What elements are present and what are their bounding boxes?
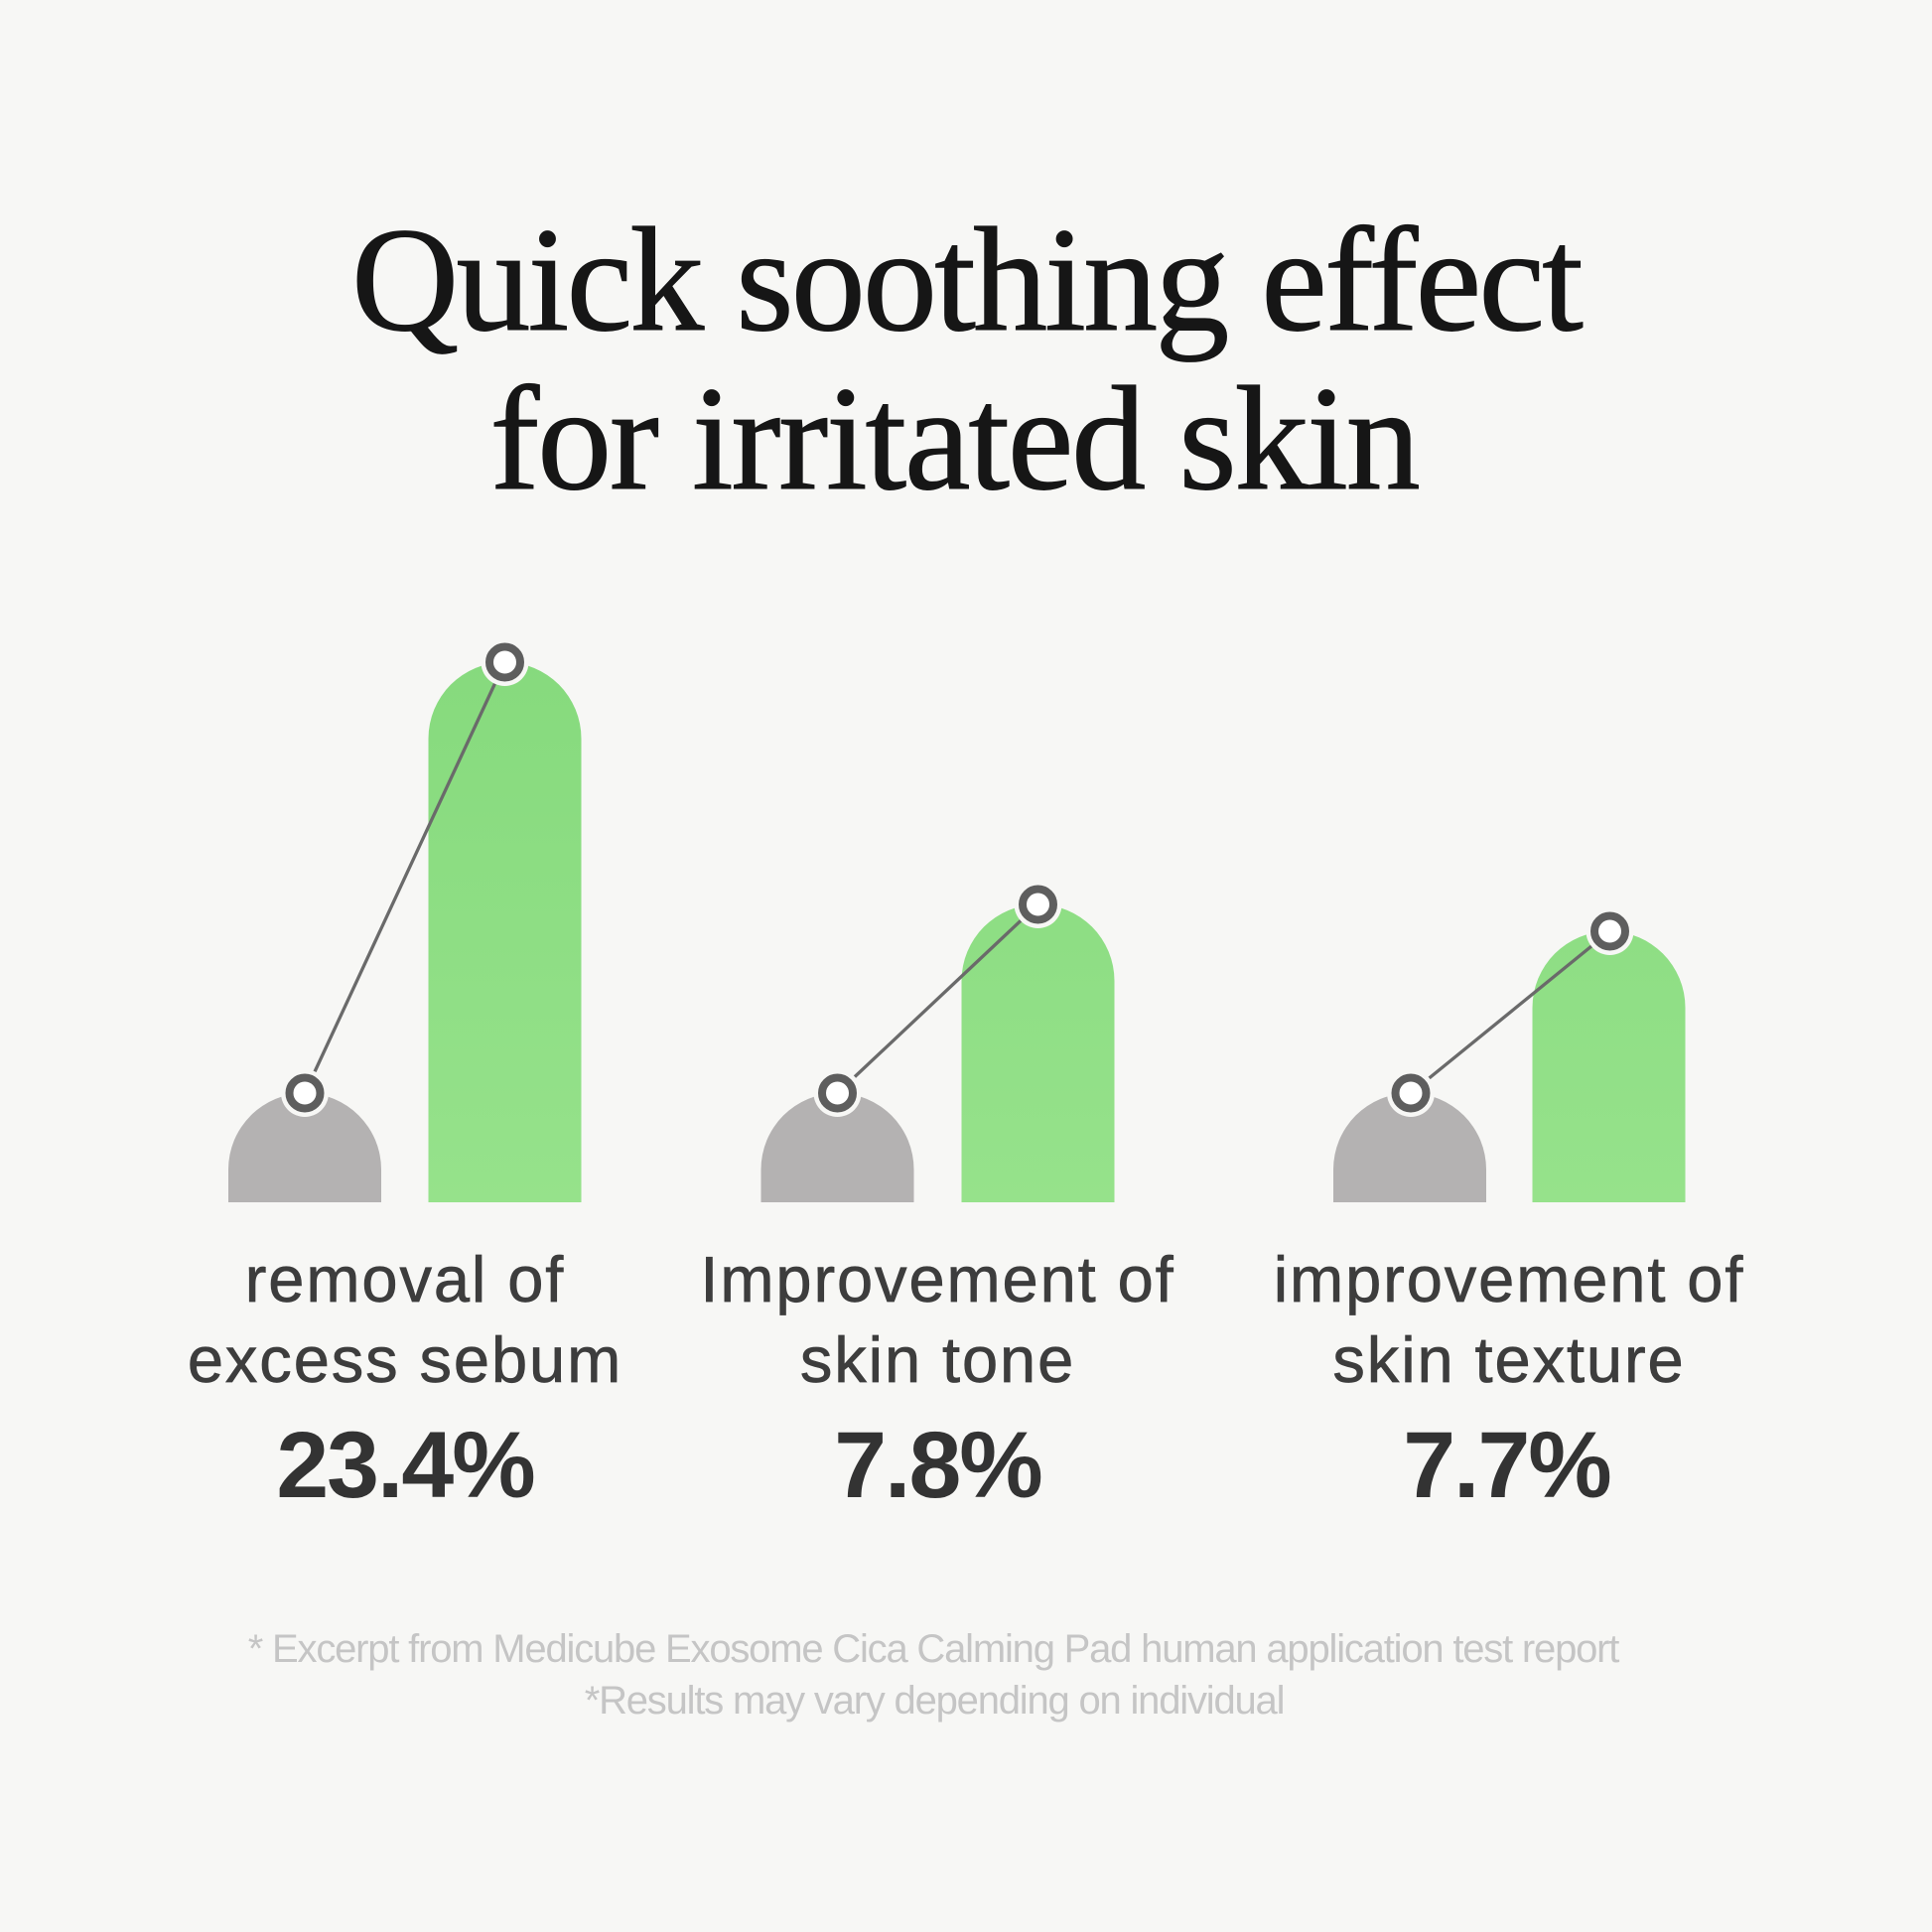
svg-text:7.7%: 7.7% bbox=[1403, 1413, 1610, 1518]
svg-text:excess sebum: excess sebum bbox=[188, 1323, 622, 1396]
svg-text:Improvement of: Improvement of bbox=[700, 1243, 1174, 1315]
svg-text:for irritated skin: for irritated skin bbox=[489, 356, 1418, 521]
svg-text:7.8%: 7.8% bbox=[834, 1413, 1041, 1518]
svg-text:Quick soothing effect: Quick soothing effect bbox=[351, 198, 1583, 362]
svg-text:* Excerpt from Medicube Exosom: * Excerpt from Medicube Exosome Cica Cal… bbox=[248, 1627, 1620, 1671]
svg-text:improvement of: improvement of bbox=[1274, 1243, 1745, 1315]
svg-text:skin texture: skin texture bbox=[1332, 1323, 1685, 1396]
svg-text:*Results may vary depending on: *Results may vary depending on individua… bbox=[585, 1679, 1285, 1723]
svg-text:23.4%: 23.4% bbox=[276, 1413, 533, 1518]
svg-text:removal of: removal of bbox=[245, 1243, 565, 1315]
svg-text:skin tone: skin tone bbox=[800, 1323, 1075, 1396]
